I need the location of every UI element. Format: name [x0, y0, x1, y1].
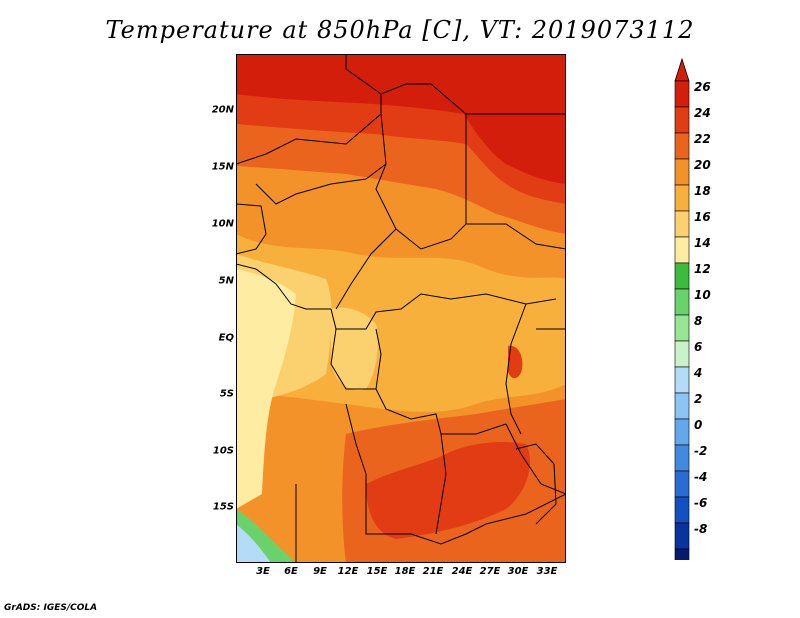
colorbar-swatch [674, 444, 690, 472]
lon-label-3e: 3E [256, 566, 270, 577]
colorbar-swatch [674, 470, 690, 498]
colorbar-label-10: 10 [694, 288, 711, 302]
colorbar-label-12: 12 [694, 262, 711, 276]
lon-label-6e: 6E [284, 566, 298, 577]
colorbar-label-24: 24 [694, 106, 711, 120]
colorbar-swatch [674, 314, 690, 342]
lon-label-27e: 27E [479, 566, 501, 577]
lon-label-30e: 30E [507, 566, 529, 577]
colorbar-swatch [674, 106, 690, 134]
lat-label-eq: EQ [218, 332, 234, 344]
lon-label-18e: 18E [394, 566, 416, 577]
colorbar-label-22: 22 [694, 132, 711, 146]
colorbar-top-triangle [674, 58, 690, 82]
colorbar-label-16: 16 [694, 210, 711, 224]
lat-label-5s: 5S [219, 388, 234, 400]
lat-label-5n: 5N [218, 275, 234, 287]
lat-label-10s: 10S [212, 445, 234, 457]
temperature-map [236, 54, 566, 563]
lat-label-20n: 20N [211, 104, 234, 116]
map-title: Temperature at 850hPa [C], VT: 201907311… [105, 16, 695, 44]
colorbar-label-2: 2 [694, 392, 703, 406]
colorbar-label-0: 0 [694, 418, 703, 432]
colorbar-swatch [674, 496, 690, 524]
colorbar-label-20: 20 [694, 158, 711, 172]
colorbar-label-neg2: -2 [694, 444, 708, 458]
colorbar-swatch [674, 132, 690, 160]
colorbar-label-6: 6 [694, 340, 703, 354]
colorbar-label-neg4: -4 [694, 470, 708, 484]
lon-label-9e: 9E [313, 566, 327, 577]
lon-label-12e: 12E [337, 566, 359, 577]
colorbar-label-neg6: -6 [694, 496, 708, 510]
lon-label-15e: 15E [366, 566, 388, 577]
colorbar-label-18: 18 [694, 184, 711, 198]
colorbar-swatch [674, 392, 690, 420]
lon-label-24e: 24E [451, 566, 473, 577]
colorbar-swatch [674, 522, 690, 550]
temp-band-26-north [236, 54, 566, 184]
colorbar-label-8: 8 [694, 314, 703, 328]
colorbar-swatch [674, 340, 690, 368]
colorbar-swatch [674, 548, 690, 560]
colorbar-label-4: 4 [694, 366, 703, 380]
colorbar [674, 58, 690, 560]
lat-label-15s: 15S [212, 501, 234, 513]
temp-band-14-coast [236, 269, 296, 509]
colorbar-swatch [674, 210, 690, 238]
colorbar-swatch [674, 80, 690, 108]
colorbar-label-neg8: -8 [694, 522, 708, 536]
colorbar-swatch [674, 418, 690, 446]
colorbar-swatch [674, 158, 690, 186]
temp-band-6-southwest [236, 524, 271, 563]
colorbar-swatch [674, 184, 690, 212]
country-borders [236, 54, 566, 563]
map-frame [236, 54, 566, 563]
colorbar-swatch [674, 366, 690, 394]
credit-text: GrADS: IGES/COLA [4, 603, 98, 613]
colorbar-label-14: 14 [694, 236, 711, 250]
lon-label-21e: 21E [422, 566, 444, 577]
lon-label-33e: 33E [536, 566, 558, 577]
lat-label-10n: 10N [211, 218, 234, 230]
colorbar-swatch [674, 236, 690, 264]
colorbar-label-26: 26 [694, 80, 711, 94]
colorbar-swatch [674, 262, 690, 290]
lat-label-15n: 15N [211, 161, 234, 173]
temp-band-24-south [366, 442, 530, 539]
temp-hotspot-rift [508, 345, 523, 379]
colorbar-swatch [674, 288, 690, 316]
